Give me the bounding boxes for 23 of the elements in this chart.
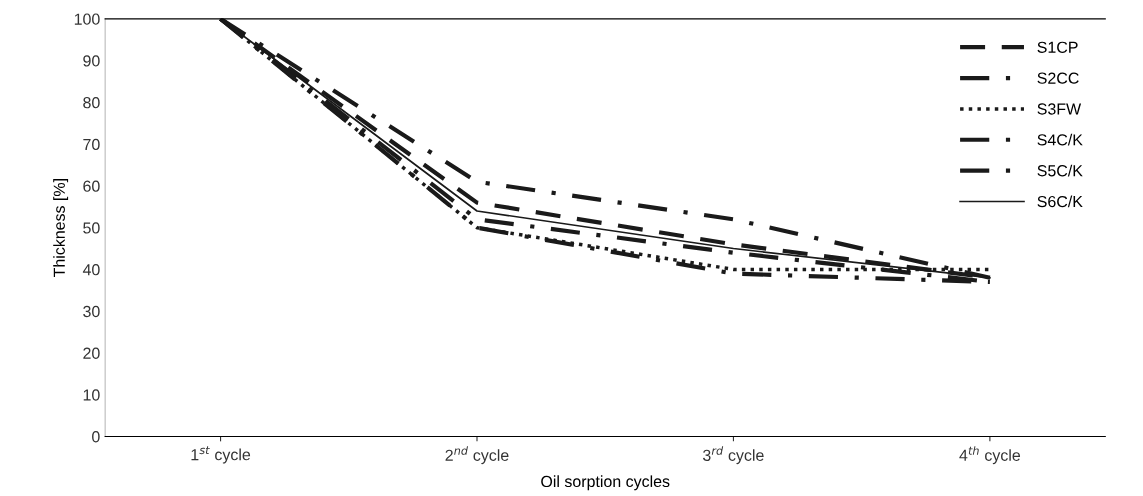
x-tick-label: 1$^{st}$ cycle	[191, 446, 251, 464]
y-tick-label: 100	[74, 13, 100, 25]
y-tick-label: 90	[83, 55, 100, 67]
y-tick-label: 30	[83, 305, 100, 318]
x-tick-label: 3$^{rd}$ cycle	[702, 446, 764, 465]
y-tick-label: 70	[83, 138, 100, 151]
y-tick-label: 60	[83, 180, 100, 192]
x-tick-label: 2$^{nd}$ cycle	[445, 446, 509, 465]
legend-label: S1CP	[1037, 41, 1078, 53]
y-tick-label: 0	[92, 431, 100, 443]
y-tick-label: 10	[83, 389, 100, 401]
x-tick-label: 4$^{th}$ cycle	[959, 446, 1021, 465]
legend-label: S2CC	[1037, 72, 1079, 84]
y-tick-label: 80	[83, 97, 100, 109]
legend-label: S6C/K	[1037, 195, 1083, 208]
y-tick-label: 50	[83, 222, 100, 234]
legend-label: S3FW	[1037, 103, 1082, 115]
y-tick-label: 20	[83, 347, 100, 359]
y-tick-label: 40	[82, 264, 100, 276]
x-axis-title: Oil sorption cycles	[541, 475, 670, 491]
legend-label: S5C/K	[1037, 164, 1083, 177]
y-axis-title: Thickness [%]	[53, 179, 69, 278]
legend-label: S4C/K	[1037, 133, 1083, 146]
